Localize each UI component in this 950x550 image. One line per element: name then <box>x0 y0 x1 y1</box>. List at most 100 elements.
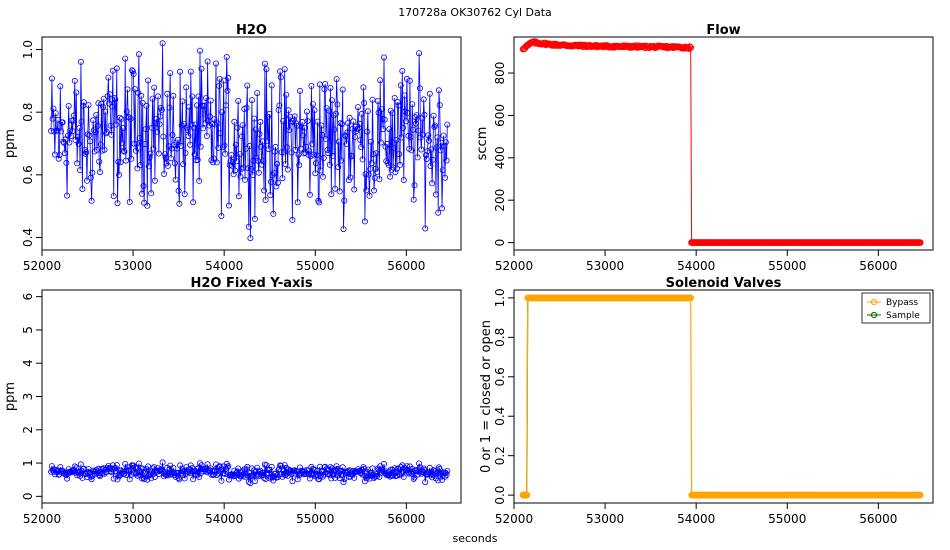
h2o-point <box>387 173 394 180</box>
h2o-point <box>403 75 410 82</box>
figure-xlabel: seconds <box>453 532 498 545</box>
legend-marker <box>870 298 878 306</box>
h2o-point <box>128 155 135 162</box>
h2o-point <box>294 199 301 206</box>
h2o-point <box>204 58 211 65</box>
h2o-point <box>192 121 199 128</box>
flow-panel: Flow 52000 53000 54000 55000 56000 0 200 400 600 8… <box>475 23 934 273</box>
h2o-point <box>140 182 147 189</box>
h2o-point <box>328 475 335 482</box>
h2o-point <box>71 463 78 470</box>
bypass-point <box>687 294 695 302</box>
plot-frame <box>513 289 934 504</box>
h2o-point <box>274 179 281 186</box>
h2o-point <box>130 71 137 78</box>
h2o-point <box>443 471 450 478</box>
h2o-point <box>145 163 152 170</box>
h2o-point <box>378 106 385 113</box>
h2o-point <box>405 469 412 476</box>
h2o-point <box>108 469 115 476</box>
x-tick-label: 53000 <box>114 259 152 273</box>
h2o-point <box>90 117 97 124</box>
h2o-point <box>204 461 211 468</box>
h2o-point <box>303 143 310 150</box>
h2o-point <box>351 186 358 193</box>
h2o-point <box>141 141 148 148</box>
h2o-point <box>150 145 157 152</box>
h2o-point <box>106 91 113 98</box>
h2o-point <box>149 95 156 102</box>
h2o-point <box>189 93 196 100</box>
y-tick-label: 0.6 <box>21 165 35 184</box>
h2o-point <box>348 152 355 159</box>
h2o-point <box>145 77 152 84</box>
h2o-point <box>225 202 232 209</box>
y-tick-label: 400 <box>493 146 507 169</box>
h2o-point <box>342 133 349 140</box>
h2o-point <box>261 187 268 194</box>
h2o-point <box>291 113 298 120</box>
h2o-point <box>390 145 397 152</box>
h2o-point <box>92 129 99 136</box>
y-tick-label: 0 <box>493 239 507 247</box>
h2o-point <box>143 102 150 109</box>
h2o-point <box>154 128 161 135</box>
h2o-point <box>151 177 158 184</box>
h2o-point <box>350 118 357 125</box>
x-tick-label: 56000 <box>859 512 897 526</box>
h2o-point <box>374 168 381 175</box>
h2o-point <box>308 83 315 90</box>
h2o-point <box>414 471 421 478</box>
h2o-point <box>268 82 275 89</box>
h2o-point <box>365 171 372 178</box>
h2o-point <box>268 463 275 470</box>
h2o-point <box>202 467 209 474</box>
h2o-point <box>372 165 379 172</box>
h2o-point <box>187 141 194 148</box>
h2o-point <box>427 162 434 169</box>
h2o-point <box>158 107 165 114</box>
h2o-point <box>160 133 167 140</box>
h2o-point <box>177 68 184 75</box>
h2o-point <box>77 58 84 65</box>
y-tick-label: 0.2 <box>493 446 507 465</box>
h2o-point <box>287 467 294 474</box>
h2o-point <box>411 474 418 481</box>
legend-entry-bypass: Bypass <box>886 298 918 308</box>
h2o-point <box>196 47 203 54</box>
h2o-point <box>304 467 311 474</box>
h2o-point <box>174 136 181 143</box>
h2o-point <box>158 466 165 473</box>
h2o-point <box>272 143 279 150</box>
h2o-point <box>394 99 401 106</box>
h2o-point <box>116 114 123 121</box>
h2o-point <box>110 193 117 200</box>
x-tick-label: 55000 <box>296 512 334 526</box>
h2o-point <box>78 118 85 125</box>
h2o-point <box>359 471 366 478</box>
h2o-point <box>95 100 102 107</box>
h2o-point <box>396 151 403 158</box>
h2o-point <box>325 150 332 157</box>
h2o-point <box>207 97 214 104</box>
h2o-point <box>182 149 189 156</box>
h2o-point <box>422 152 429 159</box>
h2o-point <box>181 191 188 198</box>
h2o-point <box>345 120 352 127</box>
h2o-point <box>151 84 158 91</box>
h2o-point <box>270 170 277 177</box>
h2o-point <box>383 140 390 147</box>
h2o-point <box>112 96 119 103</box>
h2o-point <box>395 102 402 109</box>
h2o-point <box>190 199 197 206</box>
x-tick-label: 52000 <box>495 259 533 273</box>
h2o-point <box>277 74 284 81</box>
h2o-point <box>358 470 365 477</box>
h2o-point <box>326 472 333 479</box>
h2o-point <box>251 215 258 222</box>
h2o-point <box>94 122 101 129</box>
figure-title: 170728a OK30762 Cyl Data <box>398 6 552 19</box>
x-tick-label: 55000 <box>768 259 806 273</box>
h2o-point <box>201 102 208 109</box>
